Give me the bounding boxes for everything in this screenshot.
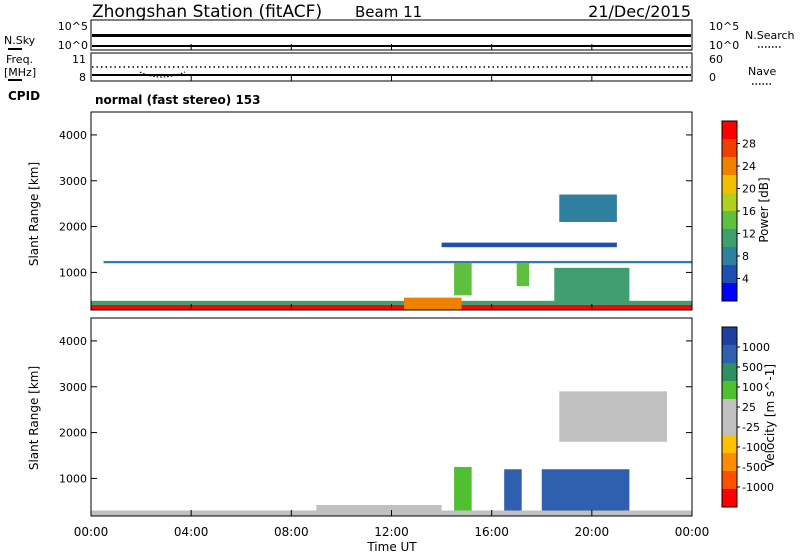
cpid-text: normal (fast stereo) 153	[95, 93, 261, 107]
power-colorbar-cell-0	[722, 121, 737, 140]
power-colorbar: 4 8 12 16 20 24 28	[721, 120, 756, 302]
power-colorbar-cell-4	[722, 193, 737, 212]
x-tick-label-2: 08:00	[274, 525, 309, 539]
power-colorbar-label-3: 16	[742, 205, 756, 218]
power-ytick-label-0: 1000	[59, 266, 87, 279]
velocity-colorbar-cell-0	[722, 327, 737, 346]
power-patch-2	[404, 297, 462, 310]
freq-label-line2: [MHz]	[4, 66, 36, 79]
power-colorbar-cell-9	[722, 283, 737, 302]
velocity-colorbar-cell-6	[722, 435, 737, 454]
velocity-ylabel: Slant Range [km]	[27, 366, 41, 470]
power-patch-7	[103, 260, 693, 264]
velocity-colorbar-label-6: 500	[742, 361, 763, 374]
velocity-ytick-label-0: 1000	[59, 472, 87, 485]
nave-dip	[139, 71, 186, 78]
power-patch-8	[441, 242, 617, 248]
freq-label-line1: Freq.	[6, 53, 33, 66]
power-patch-3	[454, 263, 472, 296]
velocity-colorbar: -1000 -500 -100 -25 25 100 500 1000	[721, 326, 774, 508]
velocity-colorbar-cell-3	[722, 381, 737, 400]
power-colorbar-cell-8	[722, 265, 737, 284]
freq-tick-bottom: 8	[79, 71, 86, 84]
velocity-colorbar-label-2: -100	[742, 441, 767, 454]
x-tick-label-0: 00:00	[74, 525, 109, 539]
velocity-colorbar-label-1: -500	[742, 461, 767, 474]
velocity-patch-5	[559, 391, 667, 442]
velocity-colorbar-cell-5	[722, 417, 737, 436]
x-tick-label-6: 00:00	[675, 525, 710, 539]
velocity-colorbar-cell-1	[722, 345, 737, 364]
velocity-patch-2	[454, 466, 472, 511]
power-panel: 1000 2000 3000 4000 Slant Range [km] 4 8 12 16…	[27, 111, 771, 311]
power-patch-1	[91, 300, 692, 305]
nsky-strip: N.Sky 10^5 10^0 10^5 10^0 N.Search	[4, 19, 795, 52]
beam-label: Beam 11	[355, 3, 422, 21]
power-y-ticks: 1000 2000 3000 4000	[59, 129, 692, 279]
power-patch-6	[559, 194, 617, 222]
velocity-colorbar-cell-7	[722, 453, 737, 472]
x-tick-label-1: 04:00	[174, 525, 209, 539]
velocity-patch-4	[541, 469, 630, 511]
power-colorbar-label-6: 28	[742, 138, 756, 151]
velocity-ytick-label-1: 2000	[59, 427, 87, 440]
freq-strip: Freq. [MHz] 11 8 60 0 Nave	[4, 52, 776, 85]
power-patch-4	[516, 263, 530, 287]
velocity-patch-3	[504, 469, 522, 511]
power-colorbar-label-2: 12	[742, 228, 756, 241]
power-colorbar-label-4: 20	[742, 183, 756, 196]
x-axis-label: Time UT	[366, 540, 417, 554]
power-ytick-label-3: 4000	[59, 129, 87, 142]
velocity-colorbar-label-3: -25	[742, 421, 760, 434]
power-colorbar-label-1: 8	[742, 250, 749, 263]
nave-tick-top: 60	[709, 53, 723, 66]
power-colorbar-label-0: 4	[742, 273, 749, 286]
nsky-trace	[92, 34, 691, 37]
x-tick-label-3: 12:00	[374, 525, 409, 539]
cpid-label: CPID	[8, 89, 40, 103]
freq-tick-top: 11	[72, 53, 86, 66]
nsearch-tick-bottom: 10^0	[709, 39, 739, 52]
nave-tick-bottom: 0	[709, 71, 716, 84]
power-colorbar-label: Power [dB]	[757, 177, 771, 242]
velocity-ytick-label-3: 4000	[59, 335, 87, 348]
power-colorbar-cell-7	[722, 247, 737, 266]
power-ytick-label-1: 2000	[59, 221, 87, 234]
velocity-colorbar-label: Velocity [m s^-1]	[763, 364, 777, 468]
power-patch-5	[554, 267, 630, 303]
station-title: Zhongshan Station (fitACF)	[92, 2, 322, 22]
velocity-colorbar-label-0: -1000	[742, 481, 774, 494]
power-ytick-label-2: 3000	[59, 175, 87, 188]
power-colorbar-cell-1	[722, 139, 737, 158]
power-colorbar-cell-2	[722, 157, 737, 176]
power-ylabel: Slant Range [km]	[27, 162, 41, 266]
x-tick-label-4: 16:00	[474, 525, 509, 539]
x-tick-label-5: 20:00	[575, 525, 610, 539]
nsearch-label: N.Search	[745, 29, 795, 42]
nsky-tick-bottom: 10^0	[58, 39, 88, 52]
nsky-tick-top: 10^5	[58, 20, 88, 33]
velocity-colorbar-cell-2	[722, 363, 737, 382]
velocity-patch-1	[316, 505, 442, 513]
power-colorbar-label-5: 24	[742, 160, 756, 173]
velocity-colorbar-cell-8	[722, 471, 737, 490]
nsearch-tick-top: 10^5	[709, 20, 739, 33]
velocity-y-ticks: 1000 2000 3000 4000	[59, 335, 692, 485]
velocity-colorbar-label-5: 100	[742, 381, 763, 394]
date-label: 21/Dec/2015	[588, 2, 691, 21]
velocity-colorbar-label-7: 1000	[742, 341, 770, 354]
power-colorbar-cell-3	[722, 175, 737, 194]
power-colorbar-cell-5	[722, 211, 737, 230]
x-axis-ticks: 00:00 04:00 08:00 12:00 16:00 20:00 00:00	[74, 44, 710, 539]
nave-label: Nave	[748, 65, 776, 78]
velocity-colorbar-cell-4	[722, 399, 737, 418]
power-colorbar-cell-6	[722, 229, 737, 248]
velocity-colorbar-frame	[721, 326, 738, 508]
nsky-label: N.Sky	[4, 34, 36, 47]
velocity-colorbar-label-4: 25	[742, 401, 756, 414]
velocity-ytick-label-2: 3000	[59, 381, 87, 394]
velocity-colorbar-cell-9	[722, 489, 737, 508]
